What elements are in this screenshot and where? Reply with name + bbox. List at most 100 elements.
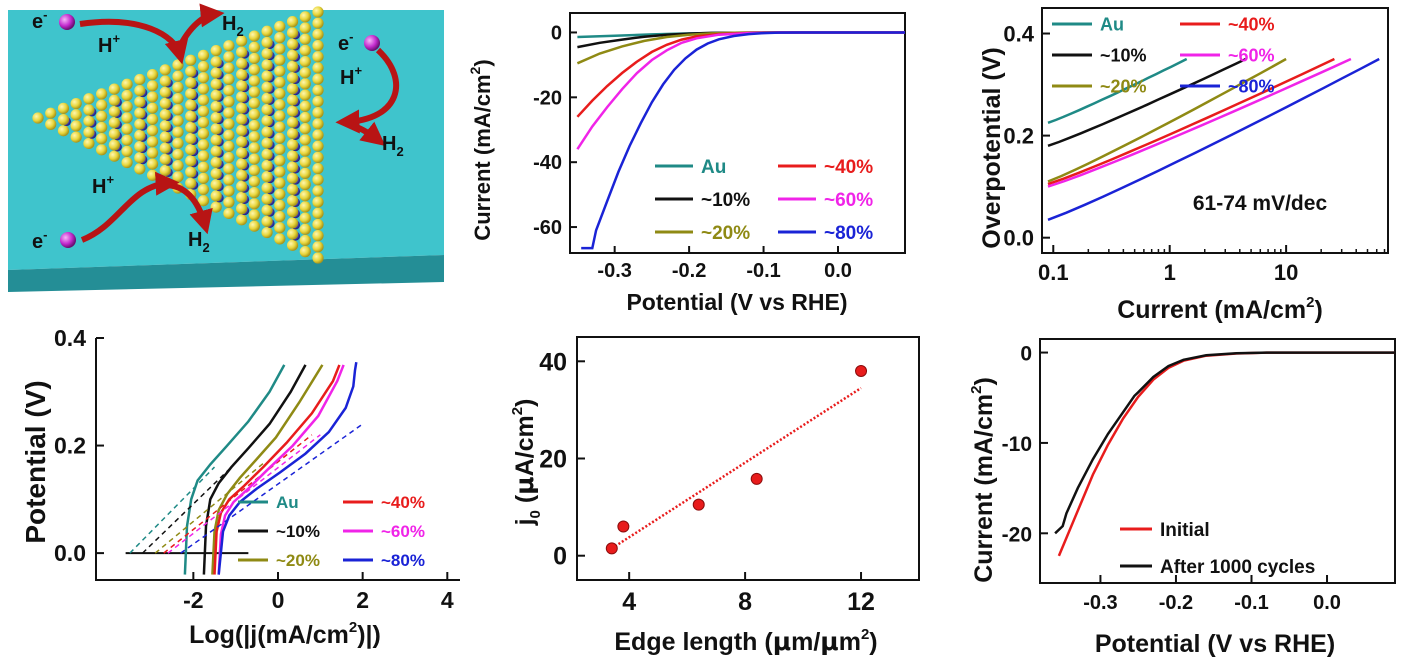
s-atom bbox=[261, 126, 273, 138]
s-atom bbox=[236, 35, 248, 47]
s-atom bbox=[146, 136, 159, 148]
s-atom bbox=[223, 62, 235, 74]
tafel-slope-annotation: 61-74 mV/dec bbox=[1193, 192, 1328, 215]
s-atom bbox=[312, 230, 324, 242]
s-atom bbox=[45, 118, 57, 130]
tafel-series-line bbox=[1047, 57, 1352, 188]
s-atom bbox=[172, 81, 184, 93]
tafel-series-line bbox=[1047, 57, 1287, 183]
s-atom bbox=[197, 128, 210, 140]
s-atom bbox=[286, 60, 299, 72]
s-atom bbox=[299, 123, 311, 135]
tafel-y-tick-label: 0.2 bbox=[1003, 124, 1034, 149]
legend-label: ~60% bbox=[381, 522, 425, 541]
s-atom bbox=[121, 112, 133, 124]
exchange-tafel-extrapolation bbox=[142, 466, 232, 554]
tafel-x-tick-label: 1 bbox=[1164, 260, 1176, 285]
s-atom bbox=[121, 123, 133, 135]
s-atom bbox=[185, 144, 197, 156]
legend-label: ~20% bbox=[276, 551, 320, 570]
j0-y-tick-label: 20 bbox=[539, 446, 567, 474]
s-atom bbox=[274, 121, 286, 133]
stability-x-tick-label: -0.2 bbox=[1159, 592, 1193, 614]
s-atom bbox=[248, 75, 260, 87]
s-atom bbox=[274, 132, 286, 144]
s-atom bbox=[210, 134, 222, 146]
lsv-plot-frame bbox=[569, 12, 906, 254]
exchange-x-axis-label: Log(|j(mA/cm2)|) bbox=[189, 619, 381, 649]
s-atom bbox=[57, 102, 70, 114]
s-atom bbox=[299, 223, 311, 235]
s-atom bbox=[299, 111, 311, 124]
label-h2-2: H2 bbox=[382, 133, 404, 159]
s-atom bbox=[210, 167, 222, 180]
arrow-2 bbox=[175, 3, 225, 52]
s-atom bbox=[299, 67, 311, 79]
s-atom bbox=[223, 51, 235, 63]
s-atom bbox=[210, 67, 222, 79]
substrate-front bbox=[8, 255, 444, 292]
s-atom bbox=[185, 88, 197, 100]
s-atom bbox=[312, 174, 324, 186]
s-atom bbox=[134, 140, 146, 153]
s-atom bbox=[286, 127, 299, 140]
legend-label: Au bbox=[1100, 14, 1124, 34]
s-atom bbox=[312, 17, 324, 29]
s-atom bbox=[223, 140, 235, 152]
s-atom bbox=[312, 218, 324, 231]
s-atom bbox=[299, 167, 311, 179]
s-atom bbox=[312, 129, 324, 141]
j0-data-point bbox=[750, 472, 763, 485]
s-atom bbox=[299, 22, 311, 34]
s-atom bbox=[134, 129, 146, 141]
s-atom bbox=[299, 234, 311, 247]
s-atom bbox=[274, 155, 286, 167]
lsv-axis-ticks: -0.3 -0.2 -0.1 0.0 0 -20 -40 -60 bbox=[533, 22, 852, 282]
j0-linear-fit bbox=[611, 386, 862, 550]
s-atom bbox=[236, 169, 248, 181]
s-atom bbox=[274, 76, 286, 88]
s-atom bbox=[197, 116, 210, 129]
s-atom bbox=[172, 104, 184, 116]
s-atom bbox=[261, 92, 273, 104]
tafel-y-tick-label: 0.0 bbox=[1003, 226, 1034, 251]
s-atom bbox=[274, 110, 286, 122]
s-atom bbox=[121, 156, 133, 169]
electron-2 bbox=[364, 35, 380, 51]
s-atom bbox=[197, 161, 210, 173]
s-atom bbox=[223, 163, 235, 175]
stability-y-axis-label: Current (mA/cm2) bbox=[968, 377, 998, 583]
exchange-series-line bbox=[217, 362, 358, 575]
j0-x-tick-label: 12 bbox=[847, 588, 875, 616]
s-atom bbox=[185, 132, 197, 145]
exchange-x-tick-label: 2 bbox=[356, 587, 369, 613]
s-atom bbox=[121, 89, 133, 102]
stability-x-tick-label: -0.3 bbox=[1083, 592, 1117, 614]
s-atom bbox=[299, 201, 311, 213]
legend-label: ~60% bbox=[1228, 45, 1275, 65]
s-atom bbox=[210, 190, 222, 202]
s-atom bbox=[261, 226, 273, 239]
s-atom bbox=[57, 125, 70, 137]
s-atom bbox=[223, 118, 235, 130]
exchange-axis-ticks: -2 0 2 4 0.0 0.2 0.4 bbox=[54, 325, 454, 613]
s-atom bbox=[185, 155, 197, 167]
s-atom bbox=[223, 174, 235, 186]
stability-x-tick-label: -0.1 bbox=[1234, 592, 1268, 614]
s-atom bbox=[83, 137, 95, 150]
s-atom bbox=[146, 102, 159, 114]
legend-label: Initial bbox=[1160, 520, 1210, 541]
s-atom bbox=[286, 105, 299, 117]
s-atom bbox=[299, 134, 311, 146]
s-atom bbox=[312, 39, 324, 52]
s-atom bbox=[274, 199, 286, 211]
s-atom bbox=[223, 207, 235, 220]
s-atom bbox=[312, 84, 324, 96]
stability-chart: -0.3 -0.2 -0.1 0.0 0 -10 -20 Initial After 1000… bbox=[968, 338, 1396, 658]
s-atom bbox=[274, 43, 286, 55]
s-atom bbox=[312, 162, 324, 175]
s-atom bbox=[197, 139, 210, 151]
s-atom bbox=[70, 109, 82, 121]
s-atom bbox=[236, 102, 248, 114]
s-atom bbox=[185, 99, 197, 111]
